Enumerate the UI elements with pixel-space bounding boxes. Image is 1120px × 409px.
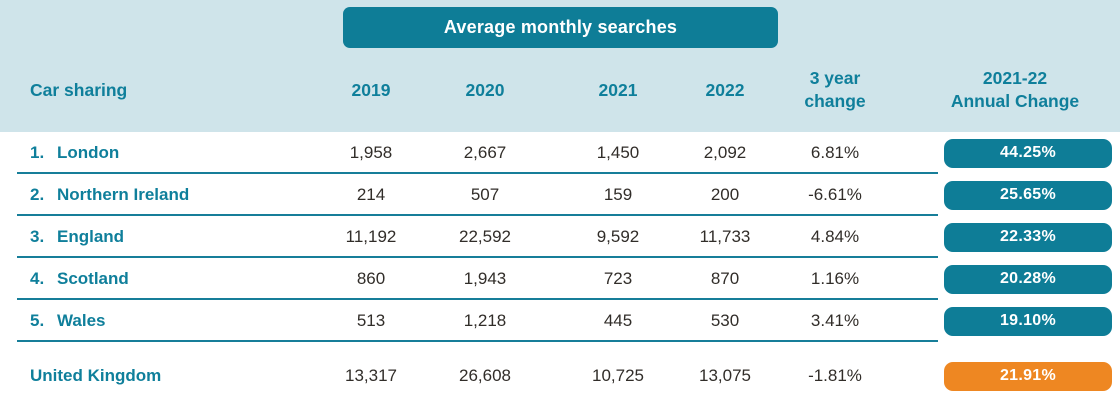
annual-change-badge: 44.25% — [944, 138, 1112, 168]
col-header-annual-change: 2021-22 Annual Change — [910, 67, 1120, 113]
value-3-year-change: -1.81% — [808, 366, 862, 385]
table-body: 1. London 1,958 2,667 1,450 2,092 6.81% 4… — [0, 132, 1120, 342]
annual-change-badge: 20.28% — [944, 264, 1112, 294]
value-2020: 2,667 — [463, 143, 507, 162]
column-header-row: Car sharing 2019 2020 2021 2022 3 year c… — [0, 48, 1120, 132]
value-2022: 11,733 — [699, 227, 751, 246]
banner-label: Average monthly searches — [443, 17, 678, 37]
region-name: Northern Ireland — [57, 185, 190, 204]
annual-change-badge: 25.65% — [944, 180, 1112, 210]
region-rank: 2. — [30, 185, 45, 204]
value-2020: 26,608 — [459, 366, 511, 385]
col-header-annual-change-line1: 2021-22 — [982, 67, 1048, 88]
col-header-annual-change-line2: Annual Change — [950, 91, 1080, 111]
region-rank: 4. — [30, 269, 45, 288]
value-3-year-change: -6.61% — [808, 185, 862, 204]
annual-change-badge: 19.10% — [944, 306, 1112, 336]
table-header-area: Average monthly searches Car sharing 201… — [0, 0, 1120, 132]
value-2019: 214 — [356, 185, 386, 204]
annual-change-cell: 44.25% — [910, 138, 1120, 168]
annual-change-badge: 22.33% — [944, 222, 1112, 252]
annual-change-cell: 21.91% — [910, 361, 1120, 391]
value-2019: 860 — [356, 269, 386, 288]
value-2021: 10,725 — [592, 366, 644, 385]
table-row-london: 1. London 1,958 2,667 1,450 2,092 6.81% 4… — [0, 132, 1120, 174]
region-label: 3. England — [0, 227, 318, 247]
col-header-2020: 2020 — [465, 79, 505, 100]
col-header-2022: 2022 — [705, 79, 745, 100]
value-2020: 507 — [470, 185, 500, 204]
value-2022: 2,092 — [703, 143, 747, 162]
region-name: Wales — [57, 311, 106, 330]
region-label: 1. London — [0, 143, 318, 163]
value-2020: 1,943 — [463, 269, 507, 288]
value-2022: 530 — [710, 311, 740, 330]
annual-change-cell: 22.33% — [910, 222, 1120, 252]
annual-change-cell: 20.28% — [910, 264, 1120, 294]
annual-change-cell: 25.65% — [910, 180, 1120, 210]
value-2021: 1,450 — [596, 143, 640, 162]
col-header-car-sharing: Car sharing — [30, 79, 128, 100]
table-row-wales: 5. Wales 513 1,218 445 530 3.41% 19.10% — [0, 300, 1120, 342]
value-3-year-change: 6.81% — [810, 143, 860, 162]
table-row-scotland: 4. Scotland 860 1,943 723 870 1.16% 20.28… — [0, 258, 1120, 300]
average-monthly-searches-banner: Average monthly searches — [343, 7, 778, 48]
annual-change-cell: 19.10% — [910, 306, 1120, 336]
region-name: Scotland — [57, 269, 129, 288]
value-2022: 870 — [710, 269, 740, 288]
value-2019: 13,317 — [345, 366, 397, 385]
region-name: England — [57, 227, 125, 246]
value-2019: 11,192 — [345, 227, 397, 246]
value-3-year-change: 4.84% — [810, 227, 860, 246]
value-2021: 445 — [603, 311, 633, 330]
annual-change-badge-uk: 21.91% — [944, 361, 1112, 391]
value-2021: 9,592 — [596, 227, 640, 246]
region-name: United Kingdom — [30, 366, 162, 385]
value-2019: 1,958 — [349, 143, 393, 162]
value-2022: 200 — [710, 185, 740, 204]
table-row-united-kingdom: United Kingdom 13,317 26,608 10,725 13,0… — [0, 355, 1120, 397]
col-header-3-year-change-line1: 3 year — [809, 67, 861, 88]
region-label: 5. Wales — [0, 311, 318, 331]
table-row-england: 3. England 11,192 22,592 9,592 11,733 4.8… — [0, 216, 1120, 258]
table-row-northern-ireland: 2. Northern Ireland 214 507 159 200 -6.61… — [0, 174, 1120, 216]
value-2021: 723 — [603, 269, 633, 288]
region-rank: 1. — [30, 143, 45, 162]
region-rank: 5. — [30, 311, 45, 330]
col-header-2021: 2021 — [598, 79, 638, 100]
value-2022: 13,075 — [699, 366, 751, 385]
col-header-3-year-change: 3 year change — [760, 67, 910, 113]
region-name: London — [57, 143, 120, 162]
region-rank: 3. — [30, 227, 45, 246]
value-3-year-change: 1.16% — [810, 269, 860, 288]
region-label: 2. Northern Ireland — [0, 185, 318, 205]
value-2020: 22,592 — [459, 227, 511, 246]
region-label: 4. Scotland — [0, 269, 318, 289]
col-header-3-year-change-line2: change — [804, 91, 866, 111]
col-header-2019: 2019 — [351, 79, 391, 100]
value-2021: 159 — [603, 185, 633, 204]
value-2019: 513 — [356, 311, 386, 330]
value-3-year-change: 3.41% — [810, 311, 860, 330]
value-2020: 1,218 — [463, 311, 507, 330]
region-label: United Kingdom — [0, 366, 318, 386]
